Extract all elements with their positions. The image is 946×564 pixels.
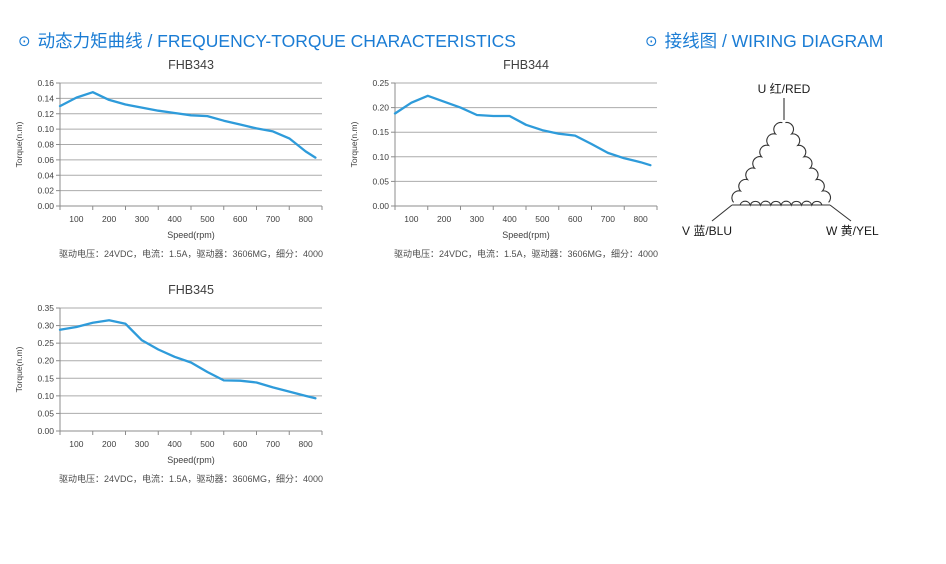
svg-text:0.15: 0.15 xyxy=(372,127,389,137)
svg-text:0.05: 0.05 xyxy=(37,408,54,418)
svg-text:500: 500 xyxy=(200,214,214,224)
svg-text:0.16: 0.16 xyxy=(37,78,54,88)
svg-text:0.20: 0.20 xyxy=(372,103,389,113)
svg-text:0.04: 0.04 xyxy=(37,170,54,180)
chart-canvas: 0.00 0.05 0.10 0.15 0.20 0.25 100 200 300 400 500 6… xyxy=(349,78,658,224)
svg-text:400: 400 xyxy=(168,214,182,224)
chart-caption: 驱动电压：24VDC，电流：1.5A，驱动器：3606MG，细分：4000 xyxy=(58,474,324,484)
svg-text:0.10: 0.10 xyxy=(37,391,54,401)
chart-canvas: 0.00 0.05 0.10 0.15 0.20 0.25 0.30 0.35 100 200 30… xyxy=(14,303,323,449)
svg-text:0.10: 0.10 xyxy=(37,124,54,134)
svg-text:400: 400 xyxy=(168,439,182,449)
svg-text:300: 300 xyxy=(470,214,484,224)
svg-text:200: 200 xyxy=(437,214,451,224)
section-title-wiring: 接线图 / WIRING DIAGRAM xyxy=(664,31,884,51)
wiring-diagram: U 红/RED V 蓝/BLU W 黄/YEL xyxy=(668,72,928,247)
svg-text:0.10: 0.10 xyxy=(372,152,389,162)
chart-fhb344: FHB344 0.00 0.05 0.10 0.15 0.20 0.25 100 200 300… xyxy=(347,58,677,268)
chart-title: FHB345 xyxy=(168,283,214,297)
svg-text:0.12: 0.12 xyxy=(37,109,54,119)
svg-text:0.25: 0.25 xyxy=(372,78,389,88)
svg-text:0.15: 0.15 xyxy=(37,373,54,383)
svg-text:700: 700 xyxy=(266,439,280,449)
svg-text:0.00: 0.00 xyxy=(372,201,389,211)
svg-text:500: 500 xyxy=(535,214,549,224)
svg-text:0.08: 0.08 xyxy=(37,140,54,150)
chart-xaxis-label: Speed(rpm) xyxy=(167,455,215,465)
svg-text:600: 600 xyxy=(233,439,247,449)
chart-xaxis-label: Speed(rpm) xyxy=(167,230,215,240)
section-header-wiring: ⊙ 接线图 / WIRING DIAGRAM xyxy=(645,28,883,53)
section-title-torque: 动态力矩曲线 / FREQUENCY-TORQUE CHARACTERISTIC… xyxy=(37,31,516,51)
svg-text:0.00: 0.00 xyxy=(37,201,54,211)
svg-text:600: 600 xyxy=(568,214,582,224)
svg-text:0.14: 0.14 xyxy=(37,93,54,103)
svg-text:200: 200 xyxy=(102,439,116,449)
section-bullet-icon: ⊙ xyxy=(645,33,658,50)
svg-text:0.30: 0.30 xyxy=(37,321,54,331)
svg-text:100: 100 xyxy=(69,214,83,224)
svg-text:0.00: 0.00 xyxy=(37,426,54,436)
chart-xaxis-label: Speed(rpm) xyxy=(502,230,550,240)
svg-text:0.25: 0.25 xyxy=(37,338,54,348)
svg-text:200: 200 xyxy=(102,214,116,224)
svg-text:700: 700 xyxy=(266,214,280,224)
svg-text:0.35: 0.35 xyxy=(37,303,54,313)
wiring-label-u: U 红/RED xyxy=(758,81,811,96)
svg-text:Torque(n.m): Torque(n.m) xyxy=(14,346,24,392)
chart-title: FHB344 xyxy=(503,58,549,72)
section-header-torque: ⊙ 动态力矩曲线 / FREQUENCY-TORQUE CHARACTERIST… xyxy=(18,28,516,53)
svg-text:600: 600 xyxy=(233,214,247,224)
svg-text:0.02: 0.02 xyxy=(37,186,54,196)
chart-title: FHB343 xyxy=(168,58,214,72)
svg-text:0.20: 0.20 xyxy=(37,356,54,366)
svg-text:400: 400 xyxy=(503,214,517,224)
delta-coil-diagram: U 红/RED V 蓝/BLU W 黄/YEL xyxy=(682,81,879,238)
svg-text:Torque(n.m): Torque(n.m) xyxy=(14,121,24,167)
svg-text:100: 100 xyxy=(69,439,83,449)
svg-text:300: 300 xyxy=(135,439,149,449)
section-bullet-icon: ⊙ xyxy=(18,33,31,50)
chart-caption: 驱动电压：24VDC，电流：1.5A，驱动器：3606MG，细分：4000 xyxy=(58,249,324,259)
wiring-label-v: V 蓝/BLU xyxy=(682,224,732,238)
chart-fhb345: FHB345 0.00 0.05 0.10 0.15 0.20 0.25 0.30 0.35 1… xyxy=(12,283,342,493)
svg-text:0.05: 0.05 xyxy=(372,176,389,186)
chart-canvas: 0.00 0.02 0.04 0.06 0.08 0.10 0.12 0.14 0.16 100 2… xyxy=(14,78,323,224)
chart-caption: 驱动电压：24VDC，电流：1.5A，驱动器：3606MG，细分：4000 xyxy=(393,249,659,259)
svg-text:800: 800 xyxy=(299,214,313,224)
svg-text:700: 700 xyxy=(601,214,615,224)
wiring-label-w: W 黄/YEL xyxy=(826,224,879,238)
svg-text:500: 500 xyxy=(200,439,214,449)
svg-text:300: 300 xyxy=(135,214,149,224)
svg-text:100: 100 xyxy=(404,214,418,224)
svg-text:800: 800 xyxy=(299,439,313,449)
svg-text:0.06: 0.06 xyxy=(37,155,54,165)
svg-text:800: 800 xyxy=(634,214,648,224)
chart-fhb343: FHB343 0.00 0.02 0.04 0.06 0.08 0.10 0.12 0.14 0… xyxy=(12,58,342,268)
svg-text:Torque(n.m): Torque(n.m) xyxy=(349,121,359,167)
